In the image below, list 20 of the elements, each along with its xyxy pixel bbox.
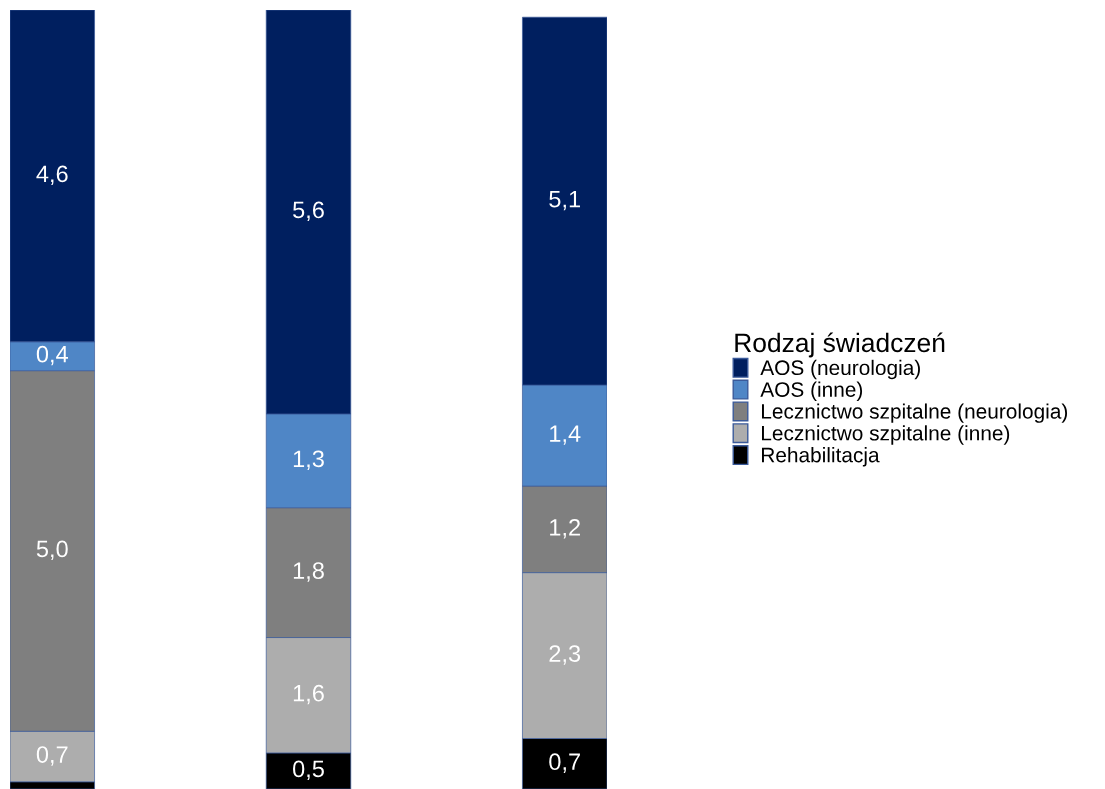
data-label: 0,5 bbox=[293, 760, 324, 781]
legend-label: Lecznictwo szpitalne (inne) bbox=[762, 425, 1010, 445]
data-label: 5,6 bbox=[293, 201, 324, 222]
legend-label: Rehabilitacja bbox=[762, 447, 880, 467]
data-label: 4,6 bbox=[36, 165, 68, 186]
legend-label: AOS (inne) bbox=[760, 381, 863, 402]
legend-title: Rodzaj świadczeń bbox=[735, 332, 945, 358]
legend-label: AOS (neurologia) bbox=[760, 359, 920, 380]
data-label: 1,8 bbox=[293, 562, 324, 582]
data-label: 5,0 bbox=[36, 540, 68, 561]
data-label: 1,2 bbox=[550, 518, 580, 539]
data-label: 1,4 bbox=[550, 425, 581, 445]
data-label: 0,4 bbox=[36, 345, 68, 366]
data-label: 2,3 bbox=[549, 645, 581, 665]
legend-label: Lecznictwo szpitalne (neurologia) bbox=[762, 403, 1068, 423]
data-label: 0,7 bbox=[36, 746, 68, 766]
data-label: 0,7 bbox=[549, 753, 580, 773]
data-label: 1,3 bbox=[293, 450, 324, 470]
data-label: 5,1 bbox=[549, 191, 580, 211]
data-label: 1,6 bbox=[293, 684, 324, 705]
